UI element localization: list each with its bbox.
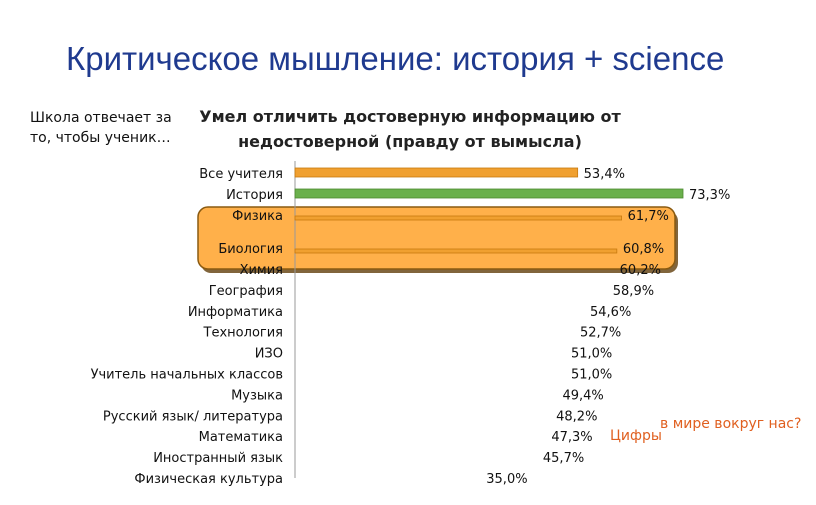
bar-14 (295, 452, 537, 461)
value-label: 52,7% (580, 326, 621, 341)
callout-text-question: в мире вокруг нас? (660, 416, 802, 432)
category-label: Физическая культура (134, 472, 283, 487)
category-label: Физика (232, 209, 283, 224)
bar-11 (295, 389, 556, 398)
value-label: 47,3% (551, 430, 592, 445)
value-label: 48,2% (556, 409, 597, 424)
category-label: География (209, 284, 283, 299)
bar-6 (295, 285, 607, 294)
category-label: Иностранный язык (153, 451, 283, 466)
chart-title: Умел отличить достоверную информацию от … (199, 107, 621, 151)
slide-title: Критическое мышление: история + science (66, 40, 725, 77)
category-label: Химия (240, 263, 283, 278)
bar-4 (294, 248, 618, 254)
value-label: 45,7% (543, 451, 584, 466)
category-label: Русский язык/ литература (103, 409, 283, 424)
value-label: 73,3% (689, 188, 730, 203)
bar-13 (295, 431, 545, 440)
bar-9 (295, 348, 565, 357)
value-label: 60,2% (620, 263, 661, 278)
side-note: Школа отвечает за то, чтобы ученик… (30, 110, 172, 146)
value-label: 49,4% (562, 388, 603, 403)
bar-1 (294, 167, 579, 178)
value-label: 35,0% (486, 472, 527, 487)
category-label: Биология (218, 242, 283, 257)
category-label: История (226, 188, 283, 203)
category-label: Технология (203, 326, 283, 341)
category-label: Информатика (188, 305, 283, 320)
value-label: 60,8% (623, 242, 664, 257)
bar-7 (295, 306, 584, 315)
category-label: Музыка (231, 388, 283, 403)
value-label: 53,4% (584, 167, 625, 182)
bar-2 (294, 188, 684, 199)
value-label: 51,0% (571, 368, 612, 383)
value-label: 51,0% (571, 347, 612, 362)
category-label: Учитель начальных классов (91, 368, 283, 383)
bar-3 (294, 215, 622, 221)
highlight-box (197, 206, 676, 270)
category-label: Математика (199, 430, 283, 445)
value-label: 54,6% (590, 305, 631, 320)
bar-8 (295, 327, 574, 336)
callout-text-numbers: Цифры (610, 428, 662, 444)
bar-15 (295, 473, 480, 482)
value-label: 61,7% (628, 209, 669, 224)
bar-12 (295, 410, 550, 419)
category-label: ИЗО (255, 347, 283, 362)
value-label: 58,9% (613, 284, 654, 299)
category-label: Все учителя (199, 167, 283, 182)
bar-10 (295, 369, 565, 378)
